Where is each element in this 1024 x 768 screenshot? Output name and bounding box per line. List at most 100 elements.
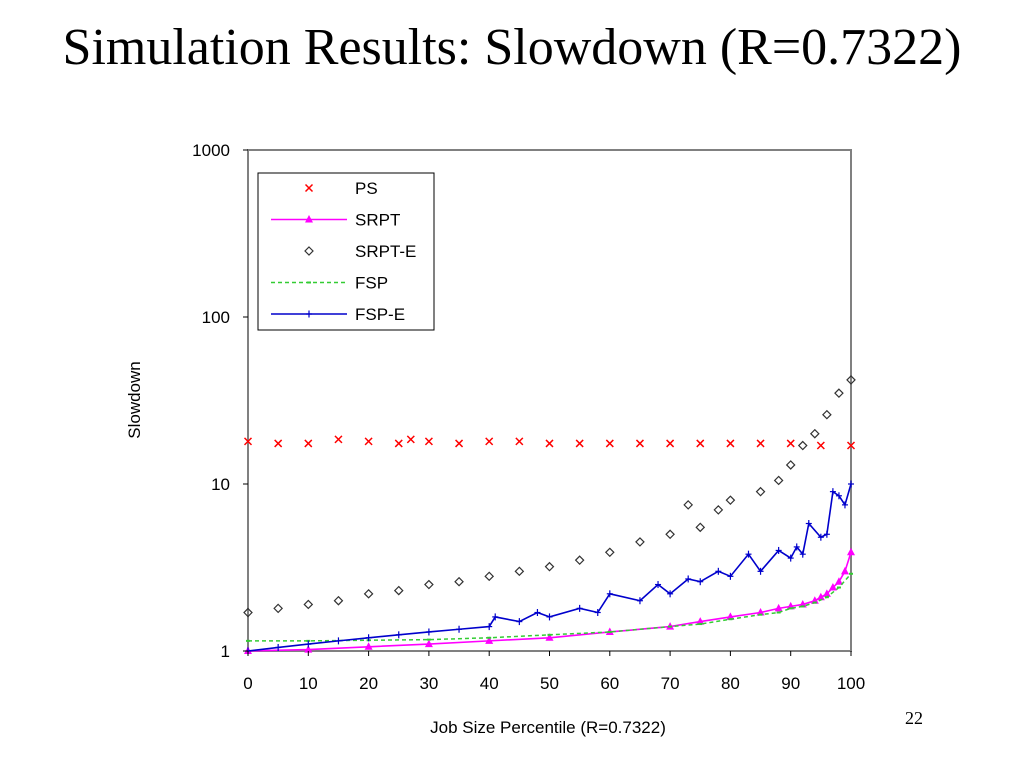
point-fsp-e — [576, 604, 583, 612]
series-srpt — [244, 547, 855, 654]
point-fsp-e — [799, 550, 806, 558]
point-ps — [455, 439, 464, 448]
point-srpt-e-shape — [574, 555, 585, 565]
point-srpt-e — [484, 571, 495, 582]
point-srpt-e — [273, 603, 283, 614]
point-srpt — [834, 577, 843, 585]
point-fsp-e — [425, 628, 432, 636]
point-srpt-e-shape — [822, 409, 832, 420]
series-srpt-e — [243, 375, 856, 618]
point-srpt-e-shape — [333, 595, 344, 606]
point-srpt-e-shape — [303, 599, 314, 610]
legend-box — [257, 172, 435, 331]
point-fsp-e — [335, 637, 342, 645]
legend-item-srpt-e: SRPT-E — [304, 242, 416, 261]
point-fsp-e — [793, 543, 800, 551]
point-fsp-e — [594, 609, 601, 617]
point-srpt-e — [363, 588, 374, 599]
point-fsp-e — [775, 546, 782, 554]
series-fsp-e — [245, 480, 854, 655]
point-ps-stroke-b — [334, 435, 343, 444]
y-tick-label: 10 — [211, 475, 230, 494]
point-srpt-e — [809, 428, 820, 439]
x-tick-label: 20 — [359, 674, 378, 693]
legend-item-fsp: FSP — [271, 274, 388, 293]
point-srpt-e — [683, 500, 694, 510]
y-tick-label: 1000 — [192, 141, 230, 160]
x-tick-label: 40 — [480, 674, 499, 693]
point-fsp-e — [275, 643, 282, 651]
legend-item-fsp-e: FSP-E — [271, 305, 405, 324]
point-fsp-e — [606, 590, 613, 598]
point-srpt-shape — [847, 547, 855, 556]
point-srpt-e-shape — [393, 585, 404, 596]
point-ps-stroke-b — [726, 439, 735, 448]
x-tick-label: 60 — [600, 674, 619, 693]
point-srpt-e — [514, 566, 525, 577]
point-ps-stroke-b — [406, 435, 415, 444]
point-fsp-e — [516, 618, 523, 626]
point-ps — [304, 439, 313, 448]
legend-item-srpt: SRPT — [271, 211, 400, 230]
legend: PS SRPT SRPT-E FSP FSP-E — [257, 172, 435, 331]
point-fsp-e — [829, 488, 836, 496]
point-fsp-e — [727, 572, 734, 580]
point-srpt-e-shape — [834, 388, 844, 398]
point-ps — [635, 439, 644, 448]
legend-marker-srpt-e — [304, 246, 314, 256]
point-srpt-shape — [840, 566, 849, 575]
point-srpt-shape — [828, 583, 837, 591]
point-srpt-e-shape — [273, 603, 283, 614]
point-ps — [274, 439, 283, 448]
point-ps — [846, 441, 856, 450]
point-fsp-e — [486, 623, 493, 631]
point-srpt-e-shape — [635, 537, 645, 547]
legend-label-srpt: SRPT — [355, 211, 400, 230]
point-fsp-e — [817, 533, 824, 541]
point-srpt-e-shape — [665, 529, 675, 540]
point-fsp-e — [757, 567, 764, 575]
point-ps-stroke-b — [515, 437, 524, 446]
point-srpt-e — [695, 522, 706, 533]
point-srpt-shape — [424, 639, 433, 648]
point-ps — [406, 435, 415, 444]
point-srpt-e — [822, 409, 832, 420]
legend-item-ps: PS — [304, 179, 378, 198]
series-line-fsp-e — [247, 483, 852, 652]
point-srpt — [816, 592, 825, 601]
point-ps-stroke-b — [243, 437, 253, 446]
y-tick-label: 1 — [221, 642, 230, 661]
point-ps-stroke-b — [304, 439, 313, 448]
point-srpt — [726, 612, 735, 620]
legend-label-ps: PS — [355, 179, 378, 198]
point-fsp-e — [305, 640, 312, 648]
point-srpt-e-shape — [363, 588, 374, 599]
point-fsp-e — [841, 501, 848, 509]
point-fsp-e — [667, 590, 674, 598]
point-srpt-e — [604, 547, 615, 558]
x-axis-label: Job Size Percentile (R=0.7322) — [430, 718, 666, 737]
point-fsp-e — [805, 520, 812, 528]
point-ps-stroke-b — [364, 437, 373, 446]
point-ps-stroke-b — [424, 437, 433, 446]
point-ps-stroke-b — [756, 439, 765, 448]
point-ps-stroke-b — [545, 439, 554, 448]
point-srpt — [756, 608, 765, 616]
point-ps — [786, 439, 795, 448]
point-ps — [816, 441, 825, 450]
point-srpt-e-shape — [809, 428, 820, 439]
point-srpt-e — [834, 388, 844, 398]
point-srpt — [545, 633, 554, 641]
point-srpt-shape — [756, 608, 765, 616]
series-layer — [243, 375, 856, 655]
point-srpt-e-shape — [454, 576, 464, 587]
x-tick-label: 90 — [781, 674, 800, 693]
point-ps-stroke-b — [696, 439, 705, 448]
point-srpt — [822, 589, 831, 597]
point-fsp-e — [395, 631, 402, 639]
point-srpt-e — [574, 555, 585, 565]
slide-number: 22 — [905, 708, 923, 728]
point-ps-stroke-b — [575, 439, 584, 448]
point-srpt-e — [713, 505, 724, 515]
point-ps — [334, 435, 343, 444]
